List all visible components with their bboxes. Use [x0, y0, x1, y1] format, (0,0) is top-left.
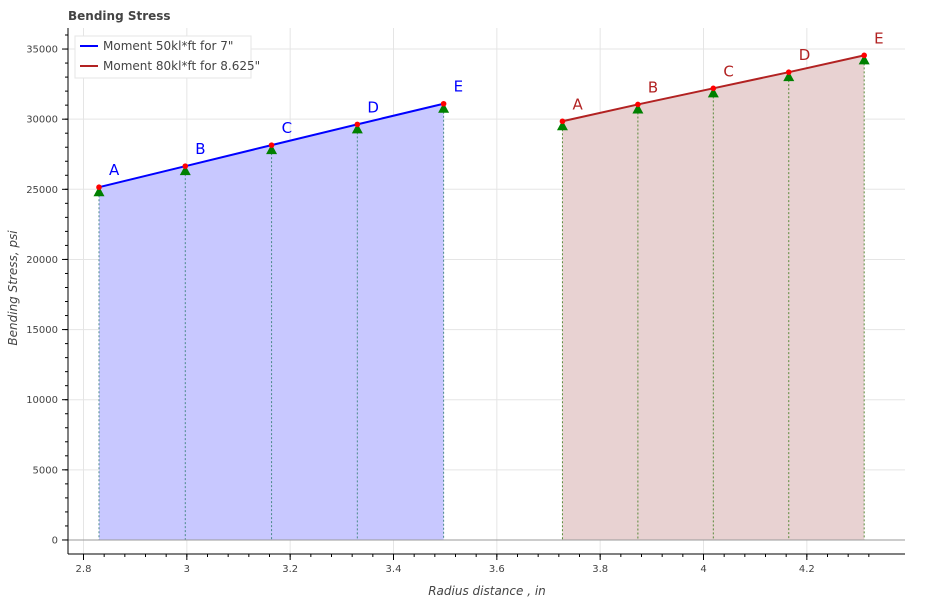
point-label: B	[648, 78, 658, 96]
y-tick-label: 20000	[26, 255, 58, 266]
point-label: C	[723, 62, 733, 80]
y-tick-label: 35000	[26, 45, 58, 56]
point-label: A	[572, 95, 583, 113]
markers	[93, 52, 870, 197]
legend-label: Moment 80kl*ft for 8.625"	[103, 59, 260, 73]
triangle-marker	[556, 120, 568, 131]
y-tick-label: 5000	[33, 465, 58, 476]
point-marker	[861, 52, 867, 59]
legend: Moment 50kl*ft for 7" Moment 80kl*ft for …	[74, 35, 260, 79]
point-label: B	[195, 140, 205, 158]
point-marker	[635, 101, 641, 108]
x-tick-label: 3	[184, 564, 190, 575]
x-tick-label: 3.2	[282, 564, 298, 575]
point-label: D	[799, 46, 811, 64]
point-label: E	[454, 78, 463, 96]
x-tick-label: 3.6	[489, 564, 505, 575]
legend-box	[74, 35, 252, 79]
y-tick-label: 10000	[26, 395, 58, 406]
triangle-marker	[632, 103, 644, 114]
triangle-marker	[266, 144, 278, 155]
point-label: E	[874, 29, 883, 47]
triangle-marker	[783, 71, 795, 82]
point-marker	[785, 69, 792, 75]
x-tick-label: 2.8	[76, 564, 92, 575]
y-tick-label: 15000	[26, 325, 58, 336]
point-marker	[182, 163, 189, 169]
x-tick-label: 4	[700, 564, 706, 575]
chart-title: Bending Stress	[68, 9, 171, 23]
triangle-marker	[351, 123, 363, 134]
point-label: A	[109, 161, 120, 179]
point-labels: A B C D E A B C D E	[109, 29, 884, 179]
y-tick-label: 0	[52, 535, 58, 546]
point-marker	[96, 184, 102, 191]
x-tick-label: 3.4	[386, 564, 402, 575]
point-label: D	[367, 98, 379, 116]
x-axis-label: Radius distance , in	[428, 584, 546, 598]
y-tick-label: 30000	[26, 115, 58, 126]
axes: 2.8 3 3.2 3.4 3.6 3.8 4 4.2 0 5000 10000 15000 20000…	[26, 28, 905, 575]
y-tick-label: 25000	[26, 185, 58, 196]
x-tick-label: 3.8	[592, 564, 608, 575]
triangle-marker	[707, 87, 719, 98]
triangle-marker	[438, 102, 450, 113]
triangle-marker	[858, 54, 870, 65]
point-marker	[354, 121, 361, 128]
point-marker	[268, 142, 275, 148]
triangle-marker	[179, 165, 191, 176]
x-tick-label: 4.2	[799, 564, 815, 575]
triangle-marker	[93, 186, 105, 197]
y-axis-label: Bending Stress, psi	[6, 230, 20, 346]
point-marker	[559, 118, 566, 125]
point-marker	[440, 100, 447, 107]
point-marker	[710, 85, 717, 92]
point-label: C	[282, 119, 292, 137]
legend-label: Moment 50kl*ft for 7"	[103, 39, 233, 53]
drop-lines	[98, 55, 865, 540]
